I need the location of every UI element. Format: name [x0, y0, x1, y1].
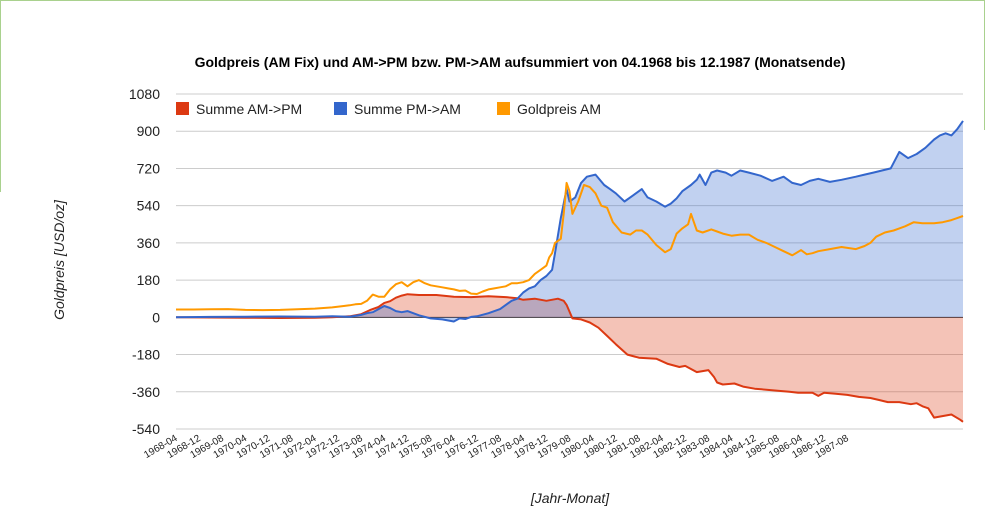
legend-label-0: Summe AM->PM [196, 101, 302, 117]
legend-swatch-0 [176, 102, 189, 115]
series-line-0 [175, 293, 964, 423]
series-line-2 [176, 181, 964, 312]
series-lines [175, 120, 964, 423]
series-area-1 [176, 120, 963, 322]
y-tick-label: 900 [137, 123, 161, 139]
gridlines [176, 93, 963, 430]
y-axis-title: Goldpreis [USD/oz] [51, 199, 67, 320]
y-tick-label: -540 [132, 421, 160, 437]
y-tick-label: -360 [132, 384, 160, 400]
legend[interactable]: Summe AM->PM Summe PM->AM Goldpreis AM [176, 101, 601, 117]
x-axis-title: [Jahr-Monat] [530, 490, 610, 506]
legend-label-1: Summe PM->AM [354, 101, 461, 117]
frame-border-left [0, 0, 1, 192]
series-line-1 [175, 120, 964, 323]
series-area-0 [176, 294, 963, 422]
y-tick-label: 180 [137, 272, 161, 288]
legend-swatch-2 [497, 102, 510, 115]
y-tick-label: 0 [152, 309, 160, 325]
legend-swatch-1 [334, 102, 347, 115]
y-tick-label: 360 [137, 235, 161, 251]
frame-border-top [0, 0, 985, 1]
chart-title: Goldpreis (AM Fix) und AM->PM bzw. PM->A… [195, 54, 846, 70]
y-tick-label: 720 [137, 160, 161, 176]
y-tick-label: -180 [132, 347, 160, 363]
y-tick-label: 540 [137, 198, 161, 214]
series-areas [176, 120, 963, 422]
y-axis-ticks: 1080 900 720 540 360 180 0 -180 -360 -540 [129, 86, 160, 437]
y-tick-label: 1080 [129, 86, 160, 102]
legend-label-2: Goldpreis AM [517, 101, 601, 117]
x-axis-ticks: 1968-041968-121969-081970-041970-121971-… [142, 433, 851, 461]
